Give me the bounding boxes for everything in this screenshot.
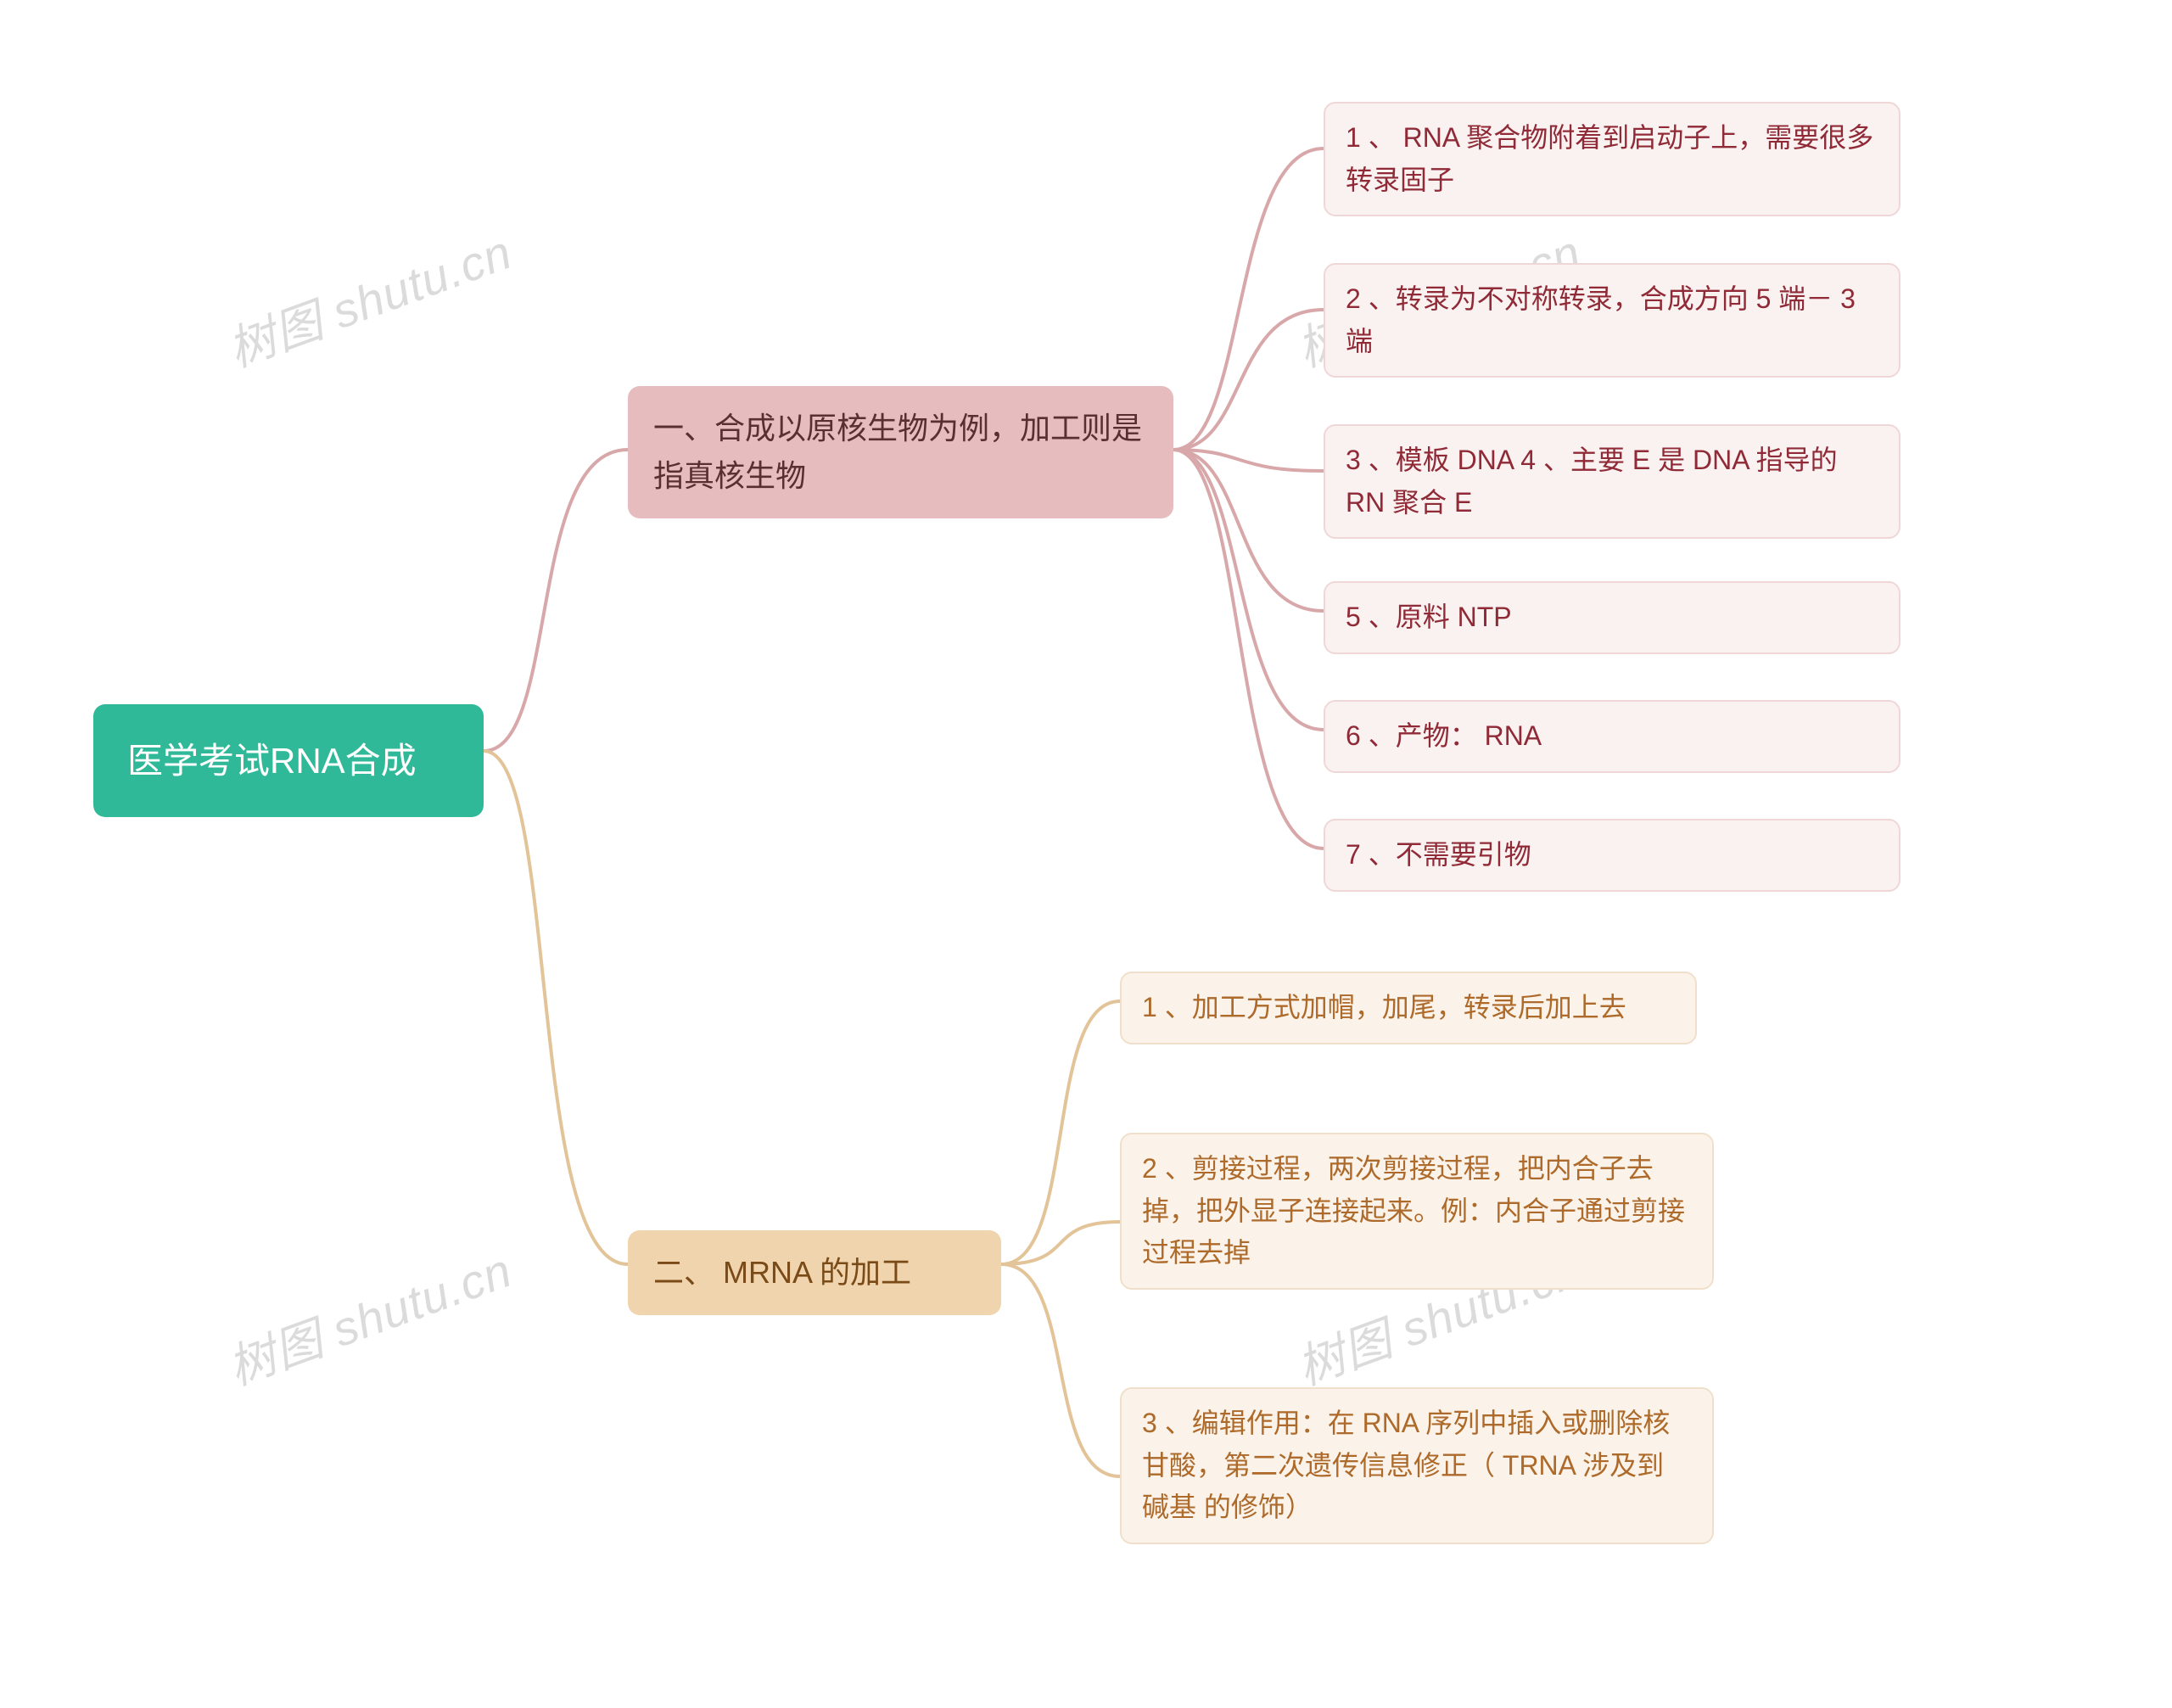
leaf-a-2[interactable]: 3 、模板 DNA 4 、主要 E 是 DNA 指导的 RN 聚合 E [1324, 424, 1900, 539]
leaf-b-0[interactable]: 1 、加工方式加帽，加尾，转录后加上去 [1120, 972, 1697, 1044]
leaf-a-3[interactable]: 5 、原料 NTP [1324, 581, 1900, 654]
leaf-b-1[interactable]: 2 、剪接过程，两次剪接过程，把内合子去掉，把外显子连接起来。例：内合子通过剪接… [1120, 1133, 1714, 1290]
leaf-a-0[interactable]: 1 、 RNA 聚合物附着到启动子上，需要很多转录固子 [1324, 102, 1900, 216]
leaf-a-1[interactable]: 2 、转录为不对称转录，合成方向 5 端－ 3 端 [1324, 263, 1900, 378]
branch-node-b[interactable]: 二、 MRNA 的加工 [628, 1230, 1001, 1315]
leaf-b-2[interactable]: 3 、编辑作用：在 RNA 序列中插入或删除核甘酸，第二次遗传信息修正（ TRN… [1120, 1387, 1714, 1544]
branch-node-a[interactable]: 一、合成以原核生物为例，加工则是指真核生物 [628, 386, 1173, 518]
watermark: 树图 shutu.cn [217, 215, 520, 381]
root-node[interactable]: 医学考试RNA合成 [93, 704, 484, 817]
leaf-a-4[interactable]: 6 、产物： RNA [1324, 700, 1900, 773]
watermark: 树图 shutu.cn [217, 1233, 520, 1399]
leaf-a-5[interactable]: 7 、不需要引物 [1324, 819, 1900, 892]
